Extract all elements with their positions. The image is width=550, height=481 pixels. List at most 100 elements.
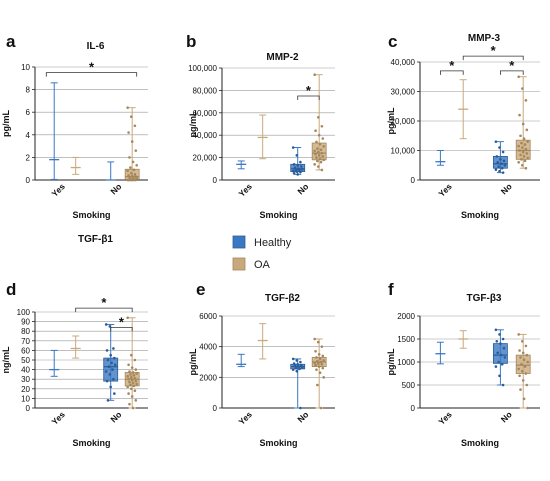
data-point	[131, 381, 135, 385]
y-tick-label: 6000	[199, 312, 217, 321]
data-point	[526, 140, 529, 143]
data-point	[500, 363, 504, 366]
y-tick-label: 60,000	[193, 109, 218, 118]
x-tick-label: No	[108, 409, 123, 424]
data-point	[319, 160, 323, 164]
panel-title: MMP-2	[266, 52, 299, 63]
data-point	[501, 337, 505, 341]
data-point	[133, 173, 137, 176]
data-point	[498, 374, 501, 378]
significance-bracket: *	[75, 295, 133, 313]
data-point	[130, 378, 134, 382]
data-point	[296, 363, 300, 366]
data-point	[521, 87, 524, 90]
data-point	[293, 166, 297, 169]
data-point	[128, 156, 131, 159]
y-tick-label: 40	[21, 366, 30, 375]
group-no-oa	[311, 337, 327, 410]
data-point	[134, 399, 138, 402]
data-point	[135, 372, 138, 375]
y-tick-label: 50	[21, 356, 30, 365]
data-point	[291, 368, 295, 371]
data-point	[129, 166, 132, 169]
data-point	[319, 406, 323, 410]
x-axis-title: Smoking	[72, 210, 110, 220]
data-point	[526, 406, 529, 410]
data-point	[133, 389, 137, 393]
significance-star: *	[101, 295, 107, 310]
data-point	[315, 140, 318, 144]
data-point	[322, 145, 325, 148]
data-point	[109, 385, 113, 389]
data-point	[520, 158, 523, 161]
x-axis-title: Smoking	[461, 210, 499, 220]
bracket-line	[440, 70, 464, 75]
data-point	[127, 131, 130, 134]
data-point	[105, 379, 109, 383]
data-point	[292, 362, 296, 365]
data-point	[524, 147, 528, 151]
data-point	[518, 113, 521, 117]
data-point	[129, 387, 133, 391]
y-tick-label: 80	[21, 327, 30, 336]
data-point	[291, 169, 295, 173]
box	[492, 155, 508, 169]
data-point	[522, 155, 526, 158]
data-point	[112, 377, 115, 381]
data-point	[519, 153, 522, 157]
data-point	[525, 128, 529, 132]
data-point	[500, 166, 504, 170]
data-point	[128, 178, 131, 182]
bracket-line	[45, 72, 138, 77]
data-point	[133, 376, 137, 380]
data-point	[524, 99, 528, 102]
data-point	[497, 360, 500, 364]
data-point	[499, 158, 502, 161]
data-point	[519, 356, 522, 359]
y-axis-title: pg/mL	[188, 348, 198, 375]
data-point	[129, 383, 132, 387]
data-point	[518, 149, 521, 152]
x-tick-label: Yes	[49, 409, 67, 427]
data-point	[495, 340, 499, 343]
significance-bracket: *	[500, 58, 524, 75]
data-point	[500, 162, 503, 166]
data-point	[113, 392, 116, 395]
data-point	[112, 347, 115, 350]
y-tick-label: 0	[213, 176, 218, 185]
y-tick-label: 4	[26, 131, 31, 140]
data-point	[300, 366, 304, 369]
data-point	[104, 370, 108, 373]
data-point	[134, 368, 138, 371]
data-point	[320, 151, 324, 155]
data-point	[498, 333, 501, 336]
y-tick-label: 30,000	[391, 88, 416, 97]
group-no-healthy	[290, 146, 306, 176]
data-point	[523, 159, 527, 163]
data-point	[295, 369, 299, 373]
data-point	[496, 351, 500, 355]
data-point	[110, 361, 113, 365]
group-yes-healthy	[49, 349, 60, 377]
data-point	[321, 137, 325, 140]
group-no-healthy	[492, 328, 508, 387]
data-point	[521, 150, 525, 154]
y-tick-label: 20,000	[391, 117, 416, 126]
data-point	[318, 157, 322, 161]
data-point	[128, 370, 131, 373]
data-point	[523, 143, 527, 146]
data-point	[525, 383, 529, 387]
group-yes-healthy	[236, 160, 247, 170]
data-point	[316, 340, 320, 344]
data-point	[318, 357, 322, 361]
panel-letter: d	[6, 280, 16, 299]
data-point	[313, 163, 316, 166]
x-tick-label: No	[499, 181, 514, 196]
group-yes-healthy	[236, 353, 247, 368]
data-point	[295, 359, 299, 362]
y-axis-title: pg/mL	[386, 107, 396, 134]
data-point	[521, 122, 525, 126]
data-point	[524, 344, 528, 348]
x-tick-label: No	[295, 181, 310, 196]
data-point	[322, 376, 325, 379]
